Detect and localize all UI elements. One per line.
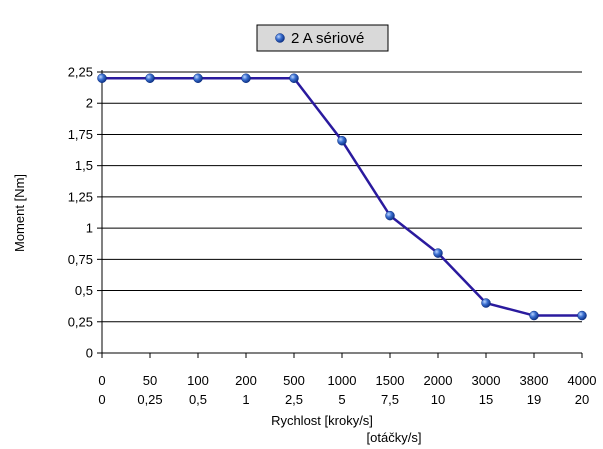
x-tick-label-revs: 10 [431,392,445,407]
y-tick-label: 2,25 [68,65,93,80]
legend: 2 A sériové [256,24,389,52]
data-point [289,73,299,83]
x-tick-label-revs: 15 [479,392,493,407]
gridlines [102,71,582,323]
x-axis-title-secondary: [otáčky/s] [367,430,422,445]
y-tick-labels: 0 0,25 0,5 0,75 1 1,25 1,5 1,75 2 2,25 [68,65,93,361]
y-tick-label: 0,5 [75,283,93,298]
y-tick-label: 2 [86,96,93,111]
x-tick-label-steps: 3800 [520,373,549,388]
x-axis-title: Rychlost [kroky/s] [271,413,373,428]
axes [97,70,583,358]
x-tick-label-steps: 2000 [424,373,453,388]
x-tick-label-revs: 0,5 [189,392,207,407]
x-tick-label-revs: 0,25 [137,392,162,407]
data-point [337,135,347,146]
y-tick-label: 1,75 [68,127,93,142]
x-tick-label-steps: 1500 [376,373,405,388]
series-2a-seriove [97,73,587,321]
x-tick-label-steps: 3000 [472,373,501,388]
y-tick-label: 1,25 [68,189,93,204]
x-tick-label-revs: 19 [527,392,541,407]
data-point [385,210,395,221]
x-tick-label-revs: 7,5 [381,392,399,407]
data-point [577,310,587,321]
x-tick-label-steps: 500 [283,373,305,388]
x-tick-label-revs: 0 [98,392,105,407]
y-tick-label: 1 [86,221,93,236]
x-tick-label-revs: 2,5 [285,392,303,407]
y-tick-label: 1,5 [75,158,93,173]
x-tick-label-steps: 1000 [328,373,357,388]
y-tick-label: 0,25 [68,314,93,329]
y-tick-label: 0,75 [68,252,93,267]
x-tick-label-steps: 100 [187,373,209,388]
data-point [481,298,491,308]
y-axis-title: Moment [Nm] [12,174,27,252]
x-tick-label-revs: 1 [242,392,249,407]
x-tick-label-steps: 0 [98,373,105,388]
x-tick-label-steps: 50 [143,373,157,388]
legend-label: 2 A sériové [291,30,364,47]
x-tick-label-revs: 20 [575,392,589,407]
x-tick-label-steps: 200 [235,373,257,388]
y-tick-label: 0 [86,346,93,361]
x-tick-label-revs: 5 [338,392,345,407]
data-point [529,310,539,321]
legend-marker [275,33,285,43]
data-point [241,73,251,83]
x-tick-labels: 00500,251000,520015002,51000515007,52000… [98,373,596,407]
data-point [433,248,443,258]
data-point [193,73,203,83]
data-point [97,73,107,83]
data-point [145,73,155,83]
x-tick-label-steps: 4000 [568,373,597,388]
